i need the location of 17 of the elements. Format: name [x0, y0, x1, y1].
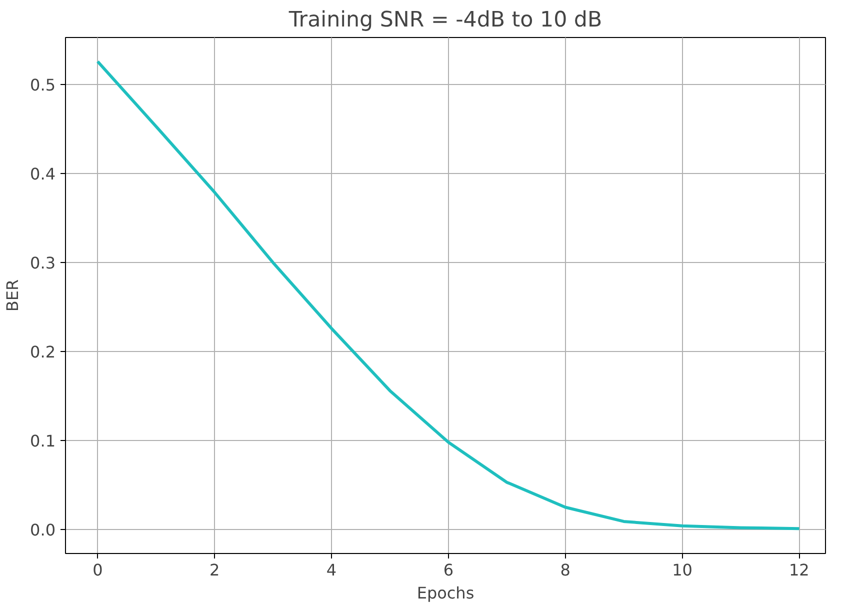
y-tick-label: 0.3	[30, 254, 56, 273]
y-tick-label: 0.4	[30, 164, 56, 184]
x-tick-label: 2	[209, 560, 220, 580]
y-tick-label: 0.5	[30, 76, 56, 95]
x-tick-label: 0	[92, 560, 103, 580]
x-tick-label: 8	[560, 560, 570, 580]
y-tick-label: 0.2	[30, 342, 56, 362]
x-tick-label: 12	[789, 560, 810, 580]
x-tick-label: 4	[326, 560, 337, 580]
x-tick-label: 6	[443, 560, 454, 580]
x-axis-title: Epochs	[416, 584, 474, 602]
y-tick-label: 0.1	[30, 432, 56, 451]
y-axis-title: BER	[3, 279, 22, 312]
line-series	[96, 60, 801, 530]
chart-title: Training SNR = -4dB to 10 dB	[288, 8, 602, 32]
y-tick-label: 0.0	[30, 520, 56, 540]
x-tick-label: 10	[672, 560, 692, 580]
